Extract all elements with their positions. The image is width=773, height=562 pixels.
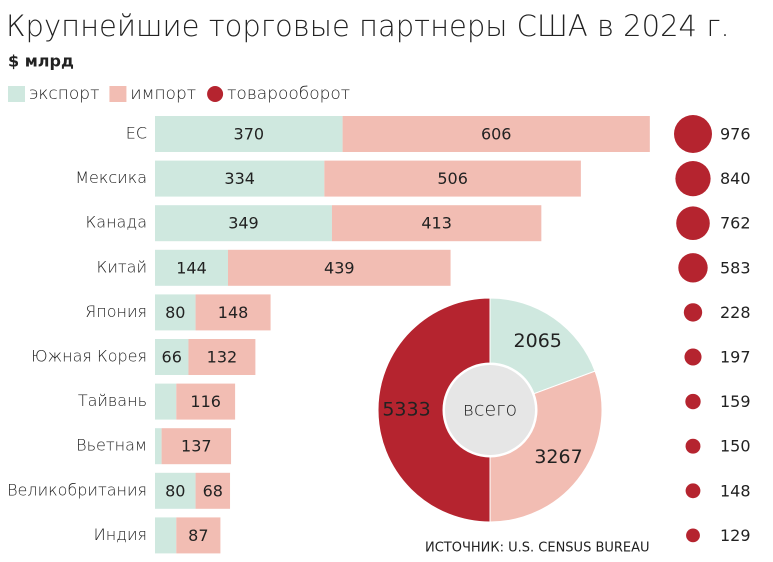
donut-slice	[377, 297, 491, 523]
bar-segment	[155, 205, 332, 242]
bubble	[685, 438, 701, 454]
bar-segment	[155, 383, 177, 420]
bubble-label: 129	[720, 526, 751, 545]
donut-slice	[489, 297, 596, 395]
bar-segment	[155, 249, 229, 286]
value-label: 68	[203, 481, 223, 500]
bubble-label: 976	[720, 125, 751, 144]
bubble	[683, 303, 703, 322]
bar-segment	[195, 294, 271, 331]
value-label: 334	[224, 169, 255, 188]
value-label: 66	[162, 348, 182, 367]
bar-segment	[155, 428, 162, 465]
value-label: 148	[218, 303, 249, 322]
bar-segment	[228, 249, 451, 286]
legend-label: товарооборот	[227, 84, 350, 104]
category-label: Тайвань	[78, 391, 147, 410]
bar-segment	[155, 517, 177, 554]
bar-segment	[324, 160, 581, 197]
value-label: 116	[190, 392, 221, 411]
bar-segment	[195, 472, 231, 509]
value-label: 80	[165, 481, 185, 500]
bubble-label: 150	[720, 437, 751, 456]
bubble	[685, 483, 701, 499]
bubble	[686, 528, 700, 543]
donut-center	[445, 365, 535, 455]
value-label: 413	[421, 214, 452, 233]
bubble-label: 148	[720, 481, 751, 500]
bubble-label: 159	[720, 392, 751, 411]
legend-swatch	[8, 86, 25, 102]
bubble	[685, 393, 701, 410]
bubble-label: 197	[720, 348, 751, 367]
bar-segment	[188, 339, 256, 375]
legend-label: импорт	[130, 84, 196, 104]
donut-slice	[489, 370, 603, 523]
bubble	[678, 253, 708, 283]
category-label: Великобритания	[7, 480, 147, 499]
value-label: 370	[234, 125, 265, 144]
category-label: ЕС	[126, 124, 147, 143]
bubble	[675, 160, 711, 197]
bubble	[674, 115, 712, 153]
bar-segment	[342, 116, 650, 152]
category-label: Мексика	[75, 168, 147, 187]
bar-segment	[176, 383, 236, 420]
slice-label: 2065	[514, 330, 562, 352]
value-label: 137	[181, 437, 212, 456]
category-label: Канада	[86, 213, 148, 232]
bubble	[684, 348, 702, 366]
value-label: 144	[176, 258, 207, 277]
value-label: 80	[165, 303, 185, 322]
bubble-label: 762	[720, 214, 751, 233]
bar-segment	[176, 517, 221, 554]
category-label: Южная Корея	[31, 347, 147, 366]
bar-segment	[161, 428, 232, 465]
bubble-label: 840	[720, 169, 751, 188]
legend-swatch	[207, 86, 224, 102]
chart-title: Крупнейшие торговые партнеры США в 2024 …	[6, 9, 730, 43]
bar-segment	[155, 116, 343, 152]
bubble-label: 228	[720, 303, 751, 322]
bubble	[676, 206, 710, 240]
category-label: Вьетнам	[76, 436, 147, 455]
value-label: 606	[481, 125, 512, 144]
bar-segment	[155, 472, 196, 509]
bar-segment	[155, 160, 325, 197]
value-label: 132	[207, 348, 238, 367]
chart-subtitle: $ млрд	[8, 52, 74, 71]
bar-segment	[331, 205, 542, 242]
category-label: Китай	[97, 257, 147, 276]
value-label: 439	[324, 258, 355, 277]
center-label: всего	[463, 399, 517, 421]
bar-segment	[155, 294, 196, 331]
value-label: 506	[437, 169, 468, 188]
bar-segment	[155, 339, 189, 375]
legend-label: экспорт	[29, 84, 99, 104]
source: ИСТОЧНИК: U.S. CENSUS BUREAU	[425, 541, 650, 556]
value-label: 87	[188, 526, 208, 545]
slice-label: 3267	[534, 446, 582, 468]
value-label: 349	[228, 214, 259, 233]
category-label: Индия	[94, 525, 147, 544]
slice-label: 5333	[382, 399, 430, 421]
bubble-label: 583	[720, 258, 751, 277]
legend-swatch	[109, 86, 127, 102]
category-label: Япония	[85, 302, 147, 321]
